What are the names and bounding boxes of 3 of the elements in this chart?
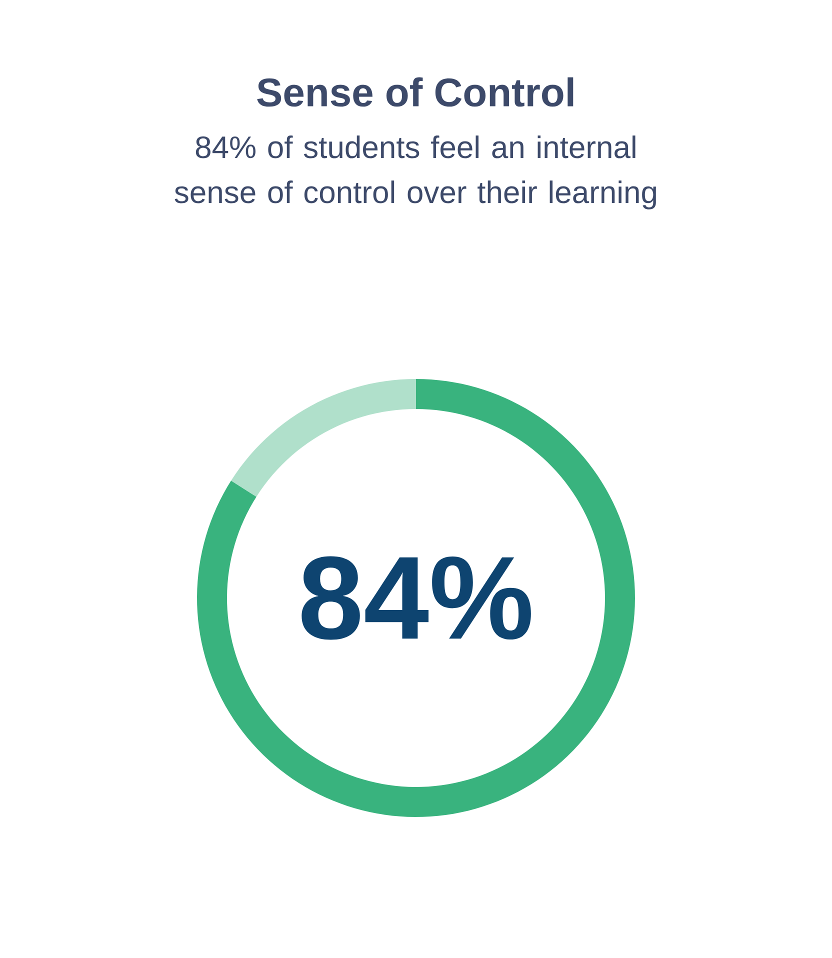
data-label: 84% <box>302 556 531 640</box>
chart-title: Sense of Control <box>257 77 574 107</box>
chart-subtitle: 84% of students feel an internal sense of control over their learning <box>174 136 656 210</box>
